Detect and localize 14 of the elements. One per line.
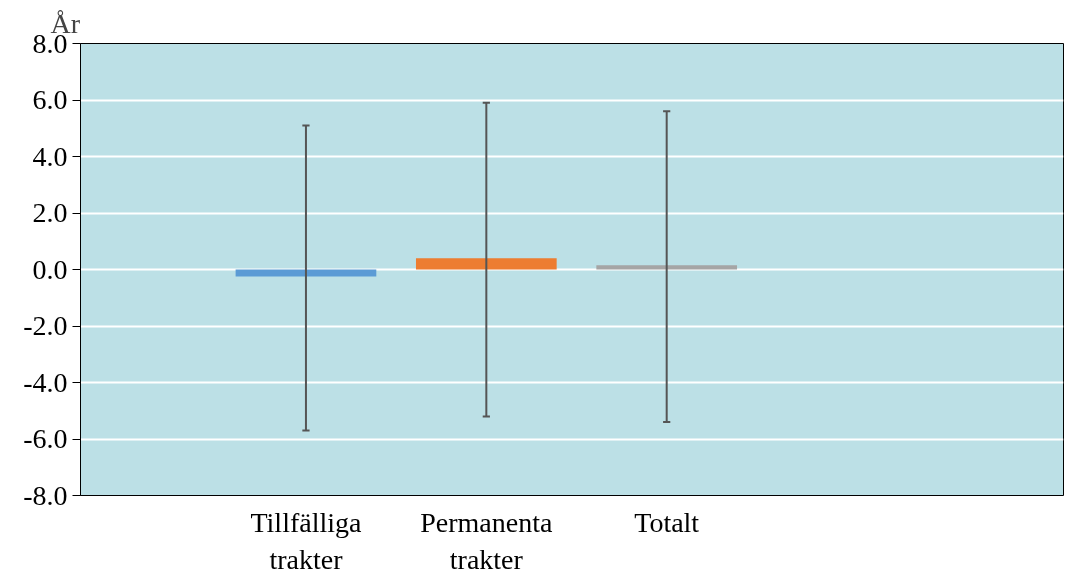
y-tick-label: 4.0 (32, 140, 68, 172)
y-tick-label: 6.0 (32, 84, 68, 115)
y-tick-label: -8.0 (23, 479, 68, 511)
x-tick-label: Totalt (634, 506, 700, 538)
y-tick-label: -6.0 (23, 423, 68, 454)
y-tick-label: -2.0 (23, 310, 68, 341)
x-tick-label: Tillfälliga trakter (250, 506, 363, 575)
bar (415, 258, 557, 270)
y-tick-label: 0.0 (32, 253, 68, 285)
bar (596, 265, 738, 270)
x-tick-label: Permanenta trakter (420, 506, 553, 575)
y-tick-label: -4.0 (23, 366, 68, 398)
y-tick-label: 2.0 (32, 197, 68, 228)
bar (235, 269, 377, 277)
